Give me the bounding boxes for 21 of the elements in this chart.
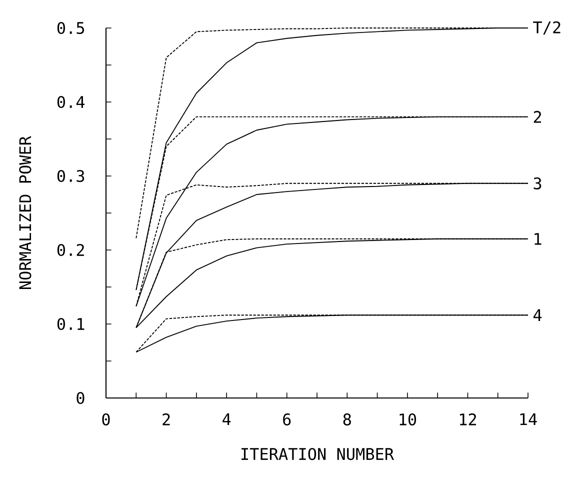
y-axis-title: NORMALIZED POWER [19,136,32,289]
series-label: 3 [534,177,542,190]
x-tick-label: 6 [283,413,291,426]
x-axis-title: ITERATION NUMBER [242,448,394,460]
y-tick-label: 0.4 [57,96,85,108]
series-label: 4 [534,309,542,321]
x-tick-label: 14 [520,413,537,426]
x-tick-label: 10 [400,413,416,426]
y-tick-label: 0.1 [57,318,84,330]
x-tick-label: 8 [343,413,351,426]
y-tick-label: 0 [76,392,84,404]
x-tick-label: 2 [162,413,170,426]
y-tick-label: 0.2 [57,244,84,256]
x-tick-label: 4 [222,413,231,426]
y-tick-label: 0.5 [57,22,84,34]
series-label: 2 [534,110,541,123]
x-tick-label: 0 [102,413,110,426]
y-tick-label: 0.3 [57,170,84,182]
series-label: T/2 [533,21,560,35]
x-tick-label: 12 [460,413,476,426]
series-label: 1 [534,233,542,245]
